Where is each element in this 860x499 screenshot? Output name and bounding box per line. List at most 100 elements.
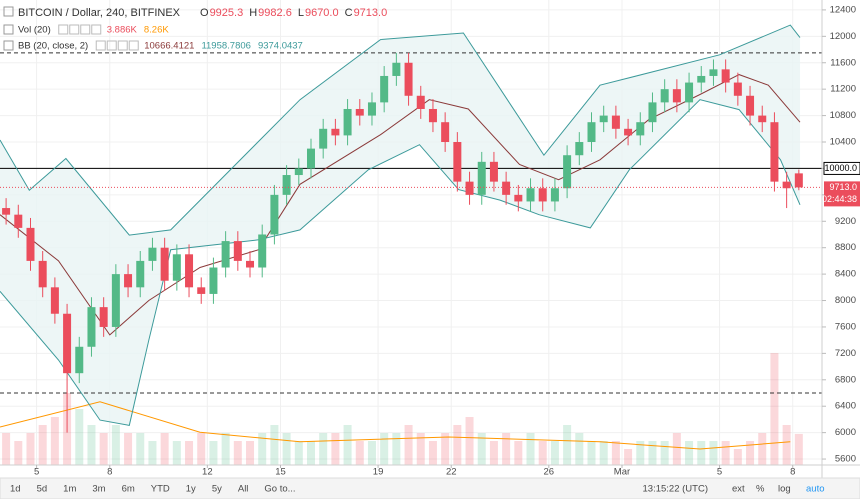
goto-button[interactable]: Go to... (264, 484, 295, 495)
volume-bar (221, 433, 230, 465)
candle-body (111, 274, 120, 327)
volume-bar (794, 433, 803, 465)
ohlc-value: 9670.0 (305, 7, 339, 19)
option-button[interactable]: ext (732, 484, 745, 495)
volume-bar (416, 433, 425, 465)
ohlc-value: 9982.6 (258, 7, 292, 19)
candle-body (172, 254, 181, 281)
candle-body (99, 307, 108, 327)
volume-bar (404, 425, 413, 465)
y-tick-label: 6400 (835, 401, 856, 412)
bollinger-line (0, 24, 801, 236)
volume-bar (136, 433, 145, 465)
volume-bar (453, 425, 462, 465)
volume-bar (99, 433, 108, 465)
candle-body (148, 247, 157, 261)
volume-bar (355, 441, 364, 465)
candle-body (233, 241, 242, 261)
range-button[interactable]: 5d (37, 484, 48, 495)
collapse-icon[interactable] (3, 6, 14, 17)
volume-bar (270, 425, 279, 465)
option-button[interactable]: log (778, 484, 791, 495)
volume-bar (111, 425, 120, 465)
volume-bar (50, 417, 59, 465)
indicator-icon[interactable] (106, 40, 117, 51)
option-button[interactable]: auto (806, 484, 825, 495)
range-button[interactable]: 1d (10, 484, 21, 495)
volume-bar (87, 425, 96, 465)
range-button[interactable]: 5y (212, 484, 222, 495)
clock: 13:15:22 (UTC) (643, 484, 708, 495)
x-tick-label: 22 (446, 467, 457, 478)
indicator-value: 8.26K (144, 25, 169, 36)
option-button[interactable]: % (756, 484, 765, 495)
candle-body (380, 75, 389, 103)
x-tick-label: 8 (107, 467, 112, 478)
candle-body (709, 69, 718, 76)
candle-body (355, 108, 364, 116)
volume-bar (733, 449, 742, 465)
x-tick-label: 5 (34, 467, 39, 478)
range-button[interactable]: 1y (186, 484, 196, 495)
last-price-box (824, 181, 860, 207)
x-tick-label: Mar (614, 467, 630, 478)
volume-bar (477, 433, 486, 465)
ohlc-value: 9713.0 (354, 7, 388, 19)
candle-body (124, 274, 133, 288)
indicator-icon[interactable] (117, 40, 128, 51)
volume-bar (392, 433, 401, 465)
range-button[interactable]: 3m (92, 484, 105, 495)
bollinger-line (0, 99, 801, 426)
range-button[interactable]: All (238, 484, 249, 495)
indicator-icon[interactable] (80, 24, 91, 35)
bollinger-line (0, 74, 801, 336)
candle-body (514, 194, 523, 202)
candle-body (697, 75, 706, 83)
volume-bar (2, 433, 11, 465)
indicator-icon[interactable] (95, 40, 106, 51)
volume-bar (782, 425, 791, 465)
volume-bar (160, 433, 169, 465)
candle-body (611, 115, 620, 129)
collapse-icon[interactable] (3, 24, 14, 35)
y-tick-label: 12000 (830, 31, 856, 42)
y-tick-label: 6800 (835, 374, 856, 385)
candle-body (343, 108, 352, 136)
volume-ma-line (0, 401, 791, 450)
volume-bar (526, 433, 535, 465)
candle-body (733, 82, 742, 96)
y-tick-label: 7200 (835, 348, 856, 359)
y-tick-label: 7600 (835, 321, 856, 332)
collapse-icon[interactable] (3, 40, 14, 51)
volume-bar (514, 441, 523, 465)
candle-body (660, 89, 669, 103)
candle-body (599, 115, 608, 123)
x-tick-label: 19 (373, 467, 384, 478)
candle-body (38, 260, 47, 288)
indicator-icon[interactable] (69, 24, 80, 35)
candle-body (367, 102, 376, 116)
candle-body (550, 188, 559, 202)
countdown-label: 02:44:38 (822, 194, 857, 204)
volume-bar (209, 441, 218, 465)
volume-bar (14, 441, 23, 465)
range-button[interactable]: 1m (63, 484, 76, 495)
range-button[interactable]: 6m (122, 484, 135, 495)
range-button[interactable]: YTD (151, 484, 170, 495)
candle-body (197, 287, 206, 294)
candle-body (721, 69, 730, 83)
indicator-value: 9374.0437 (258, 41, 303, 52)
ohlc-key: L (298, 7, 304, 19)
indicator-icon[interactable] (128, 40, 139, 51)
candle-body (758, 115, 767, 123)
candle-body (331, 128, 340, 136)
indicator-icon[interactable] (58, 24, 69, 35)
candle-body (575, 142, 584, 156)
candle-body (50, 287, 59, 314)
volume-bar (428, 441, 437, 465)
y-tick-label: 5600 (835, 454, 856, 465)
candle-body (636, 122, 645, 136)
volume-bar (672, 433, 681, 465)
candle-body (648, 102, 657, 123)
indicator-icon[interactable] (91, 24, 102, 35)
